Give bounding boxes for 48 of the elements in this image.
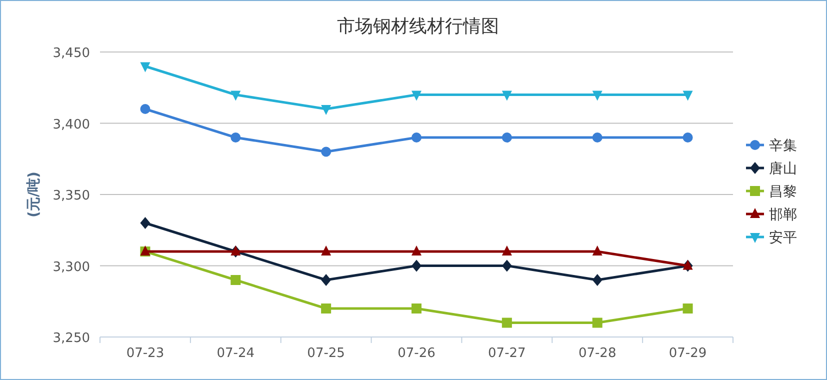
point <box>321 274 332 286</box>
x-tick-label: 07-28 <box>578 346 616 361</box>
point <box>682 304 693 314</box>
point <box>592 274 602 286</box>
legend-label: 邯郸 <box>769 207 797 223</box>
point <box>140 62 150 72</box>
point <box>412 246 422 256</box>
point <box>592 132 602 142</box>
y-tick-label: 3,450 <box>52 46 90 61</box>
point <box>230 90 241 101</box>
legend-label: 安平 <box>769 230 797 246</box>
x-tick-label: 07-23 <box>126 346 164 361</box>
legend-label: 辛集 <box>769 138 797 154</box>
y-tick-label: 3,400 <box>52 117 90 132</box>
point <box>592 246 602 256</box>
point <box>412 304 422 314</box>
point <box>502 90 512 101</box>
x-tick-label: 07-29 <box>668 346 707 361</box>
point <box>502 246 512 256</box>
y-tick-label: 3,350 <box>52 188 90 204</box>
point <box>140 104 150 114</box>
point <box>592 318 602 328</box>
point <box>412 132 422 142</box>
point <box>321 146 332 157</box>
x-tick-label: 07-24 <box>216 346 255 361</box>
legend-label: 昌黎 <box>769 184 797 200</box>
point <box>502 260 512 272</box>
point <box>592 90 602 101</box>
chart-title: 市场钢材线材行情图 <box>337 16 499 37</box>
point <box>682 132 693 142</box>
y-axis-title: (元/吨) <box>26 172 42 218</box>
x-tick-label: 07-26 <box>398 346 436 361</box>
point <box>412 90 422 101</box>
point <box>230 132 241 142</box>
point <box>412 260 422 272</box>
point <box>502 318 512 328</box>
x-tick-label: 07-27 <box>488 346 526 361</box>
point <box>321 304 332 314</box>
point <box>230 275 241 285</box>
legend-label: 唐山 <box>769 161 797 177</box>
point <box>321 246 332 256</box>
x-tick-label: 07-25 <box>307 346 345 361</box>
point <box>682 90 693 101</box>
y-tick-label: 3,300 <box>52 260 90 275</box>
y-tick-label: 3,250 <box>52 331 90 346</box>
point <box>321 105 332 115</box>
point <box>140 217 150 229</box>
point <box>502 132 512 142</box>
